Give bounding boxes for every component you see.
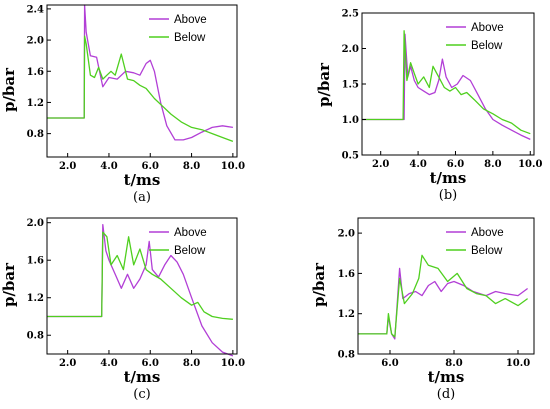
y-axis-label: p/bar [0,262,18,307]
x-tick-label: 4.0 [100,161,117,172]
x-tick-label: 8.0 [445,358,462,369]
plot-frame [46,4,238,158]
y-tick-label: 0.5 [342,151,359,162]
y-tick-label: 2.0 [338,229,355,240]
legend-label-below: Below [174,32,206,44]
x-tick-label: 2.0 [59,161,76,172]
chart-panel-2: 2.0 4.0 6.0 8.0 10.0 0.5 1.0 1.5 2.0 2.5 t/ms p/bar… [315,9,542,204]
x-tick-label: 10.0 [518,159,542,170]
legend-label-above: Above [174,227,207,239]
y-axis-label: p/bar [310,262,328,307]
x-axis-label: t/ms [124,171,161,189]
series-line-above [362,33,531,140]
x-tick-label: 6.0 [381,358,398,369]
y-axis-label: p/bar [315,62,333,107]
plot-frame [46,217,238,355]
x-tick-label: 10.0 [221,358,245,369]
series-line-below [358,254,528,338]
legend-label-above: Above [471,227,504,239]
y-tick-label: 0.8 [338,350,355,361]
x-tick-label: 10.0 [506,358,530,369]
x-axis-label: t/ms [428,368,465,386]
y-tick-label: 0.8 [27,129,44,140]
y-tick-label: 1.6 [27,67,44,78]
y-tick-label: 1.0 [342,115,359,126]
y-tick-label: 2.0 [342,44,359,55]
series-line-above [358,267,528,340]
y-axis-label: p/bar [0,67,18,112]
x-tick-label: 6.0 [142,161,159,172]
y-tick-label: 2.0 [27,218,44,229]
x-tick-label: 2.0 [372,159,389,170]
y-tick-label: 1.6 [338,269,355,280]
legend-label-below: Below [471,245,503,257]
legend-label-above: Above [471,22,504,34]
series-line-above [47,4,233,141]
y-tick-label: 1.2 [27,293,44,304]
x-tick-label: 8.0 [183,358,200,369]
x-tick-label: 6.0 [447,159,464,170]
series-line-below [47,35,234,143]
legend-label-below: Below [471,40,503,52]
chart-panel-4: 6.0 8.0 10.0 0.8 1.2 1.6 2.0 t/ms p/bar (d) Above B… [310,217,535,402]
chart-panel-3: 2.0 4.0 6.0 8.0 10.0 0.8 1.2 1.6 2.0 t/ms p/bar (c)… [0,217,245,402]
y-tick-label: 1.2 [338,309,355,320]
y-tick-label: 2.5 [342,9,359,20]
y-tick-label: 0.8 [27,331,44,342]
chart-panel-1: 2.0 4.0 6.0 8.0 10.0 0.8 1.2 1.6 2.0 2.4 t/ms p/bar… [0,4,245,205]
panel-label: (c) [133,387,150,402]
x-axis-label: t/ms [124,368,161,386]
plot-frame [361,12,535,156]
y-tick-label: 2.4 [27,4,44,15]
y-tick-label: 1.5 [342,80,359,91]
x-tick-label: 10.0 [221,161,245,172]
legend-label-above: Above [174,14,207,26]
x-tick-label: 8.0 [183,161,200,172]
x-tick-label: 4.0 [100,358,117,369]
panel-label: (a) [133,190,151,205]
x-axis-label: t/ms [430,169,467,187]
x-tick-label: 4.0 [409,159,426,170]
plot-frame [357,217,535,355]
x-tick-label: 6.0 [142,358,159,369]
series-line-above [47,223,234,357]
series-line-below [47,231,233,320]
x-tick-label: 2.0 [59,358,76,369]
series-line-below [362,30,531,135]
panel-label: (b) [439,188,457,203]
y-tick-label: 2.0 [27,36,44,47]
x-tick-label: 8.0 [484,159,501,170]
legend-label-below: Below [174,245,206,257]
y-tick-label: 1.2 [27,98,44,109]
panel-label: (d) [437,387,455,402]
y-tick-label: 1.6 [27,256,44,267]
